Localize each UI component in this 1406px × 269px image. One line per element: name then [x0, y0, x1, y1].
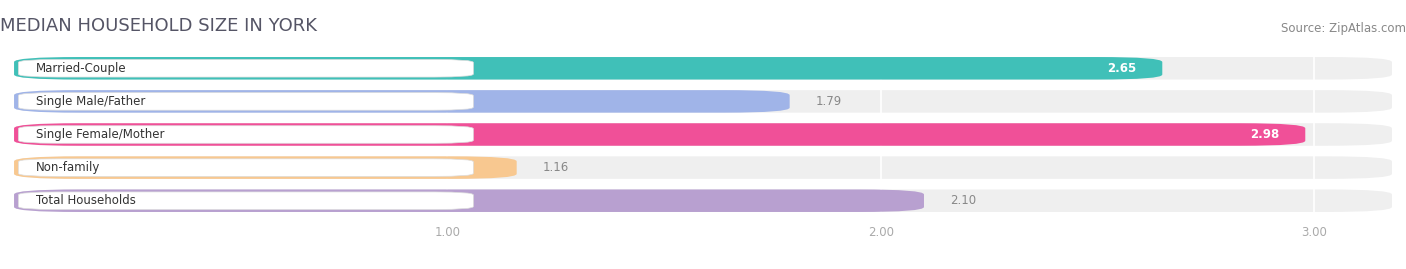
FancyBboxPatch shape	[14, 156, 1392, 179]
Text: 1.16: 1.16	[543, 161, 569, 174]
FancyBboxPatch shape	[14, 189, 1392, 212]
FancyBboxPatch shape	[14, 189, 924, 212]
Text: Non-family: Non-family	[35, 161, 100, 174]
FancyBboxPatch shape	[18, 93, 474, 110]
FancyBboxPatch shape	[18, 59, 474, 77]
Text: 2.98: 2.98	[1250, 128, 1279, 141]
FancyBboxPatch shape	[14, 156, 516, 179]
FancyBboxPatch shape	[18, 126, 474, 143]
FancyBboxPatch shape	[14, 123, 1305, 146]
FancyBboxPatch shape	[18, 159, 474, 176]
FancyBboxPatch shape	[14, 90, 790, 113]
FancyBboxPatch shape	[14, 90, 1392, 113]
Text: 1.79: 1.79	[815, 95, 842, 108]
Text: Married-Couple: Married-Couple	[35, 62, 127, 75]
Text: MEDIAN HOUSEHOLD SIZE IN YORK: MEDIAN HOUSEHOLD SIZE IN YORK	[0, 17, 318, 35]
FancyBboxPatch shape	[14, 57, 1392, 80]
FancyBboxPatch shape	[14, 57, 1163, 80]
Text: Source: ZipAtlas.com: Source: ZipAtlas.com	[1281, 22, 1406, 35]
FancyBboxPatch shape	[14, 123, 1392, 146]
Text: Single Female/Mother: Single Female/Mother	[35, 128, 165, 141]
FancyBboxPatch shape	[18, 192, 474, 210]
Text: Single Male/Father: Single Male/Father	[35, 95, 145, 108]
Text: Total Households: Total Households	[35, 194, 135, 207]
Text: 2.65: 2.65	[1107, 62, 1136, 75]
Text: 2.10: 2.10	[950, 194, 976, 207]
